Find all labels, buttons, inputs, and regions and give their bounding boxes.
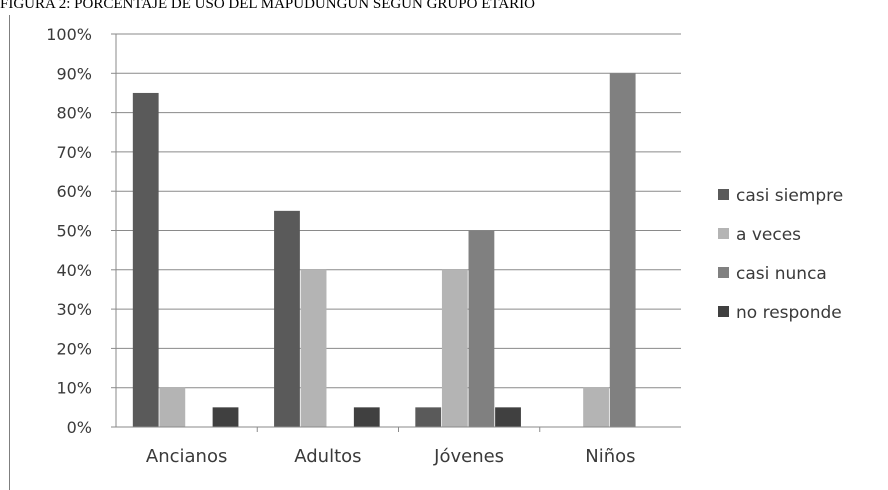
- legend: casi siempre a veces casi nunca no responde: [718, 186, 843, 323]
- bar: [468, 230, 495, 427]
- legend-swatch: [718, 189, 729, 200]
- bar: [583, 387, 609, 427]
- y-axis: 0% 10% 20% 30% 40% 50% 60% 70% 80% 90% 100%: [46, 25, 117, 437]
- bar: [495, 407, 521, 427]
- legend-swatch: [718, 306, 729, 317]
- legend-label: casi siempre: [736, 186, 843, 206]
- x-category-label: Adultos: [294, 446, 361, 467]
- bar: [300, 269, 327, 427]
- bar: [212, 407, 239, 427]
- y-tick-label: 50%: [56, 222, 92, 241]
- legend-swatch: [718, 267, 729, 278]
- bar: [132, 92, 159, 427]
- y-tick-label: 70%: [56, 143, 92, 162]
- y-tick-label: 40%: [56, 261, 92, 280]
- y-tick-label: 80%: [56, 104, 92, 123]
- chart-frame: [9, 15, 888, 490]
- y-tick-label: 10%: [56, 379, 92, 398]
- x-category-label: Ancianos: [146, 446, 227, 467]
- gridlines: [116, 33, 681, 389]
- bar: [353, 407, 380, 427]
- y-tick-label: 0%: [67, 418, 92, 437]
- legend-swatch: [718, 228, 729, 239]
- y-tick-label: 90%: [56, 64, 92, 83]
- x-axis: Ancianos Adultos Jóvenes Niños: [116, 426, 681, 467]
- bar: [441, 269, 468, 427]
- y-tick-label: 20%: [56, 339, 92, 358]
- bars: [132, 73, 636, 428]
- y-tick-label: 60%: [56, 182, 92, 201]
- y-tick-label: 100%: [46, 25, 92, 44]
- legend-label: casi nunca: [736, 264, 827, 284]
- x-category-label: Jóvenes: [433, 446, 504, 467]
- legend-label: a veces: [736, 225, 801, 245]
- x-category-label: Niños: [585, 446, 635, 467]
- bar: [415, 407, 442, 427]
- legend-label: no responde: [736, 303, 842, 323]
- figure-caption: FIGURA 2: PORCENTAJE DE USO DEL MAPUDUNG…: [0, 0, 535, 12]
- bar: [274, 210, 300, 427]
- bar: [159, 387, 186, 427]
- bar: [609, 73, 636, 428]
- y-tick-label: 30%: [56, 300, 92, 319]
